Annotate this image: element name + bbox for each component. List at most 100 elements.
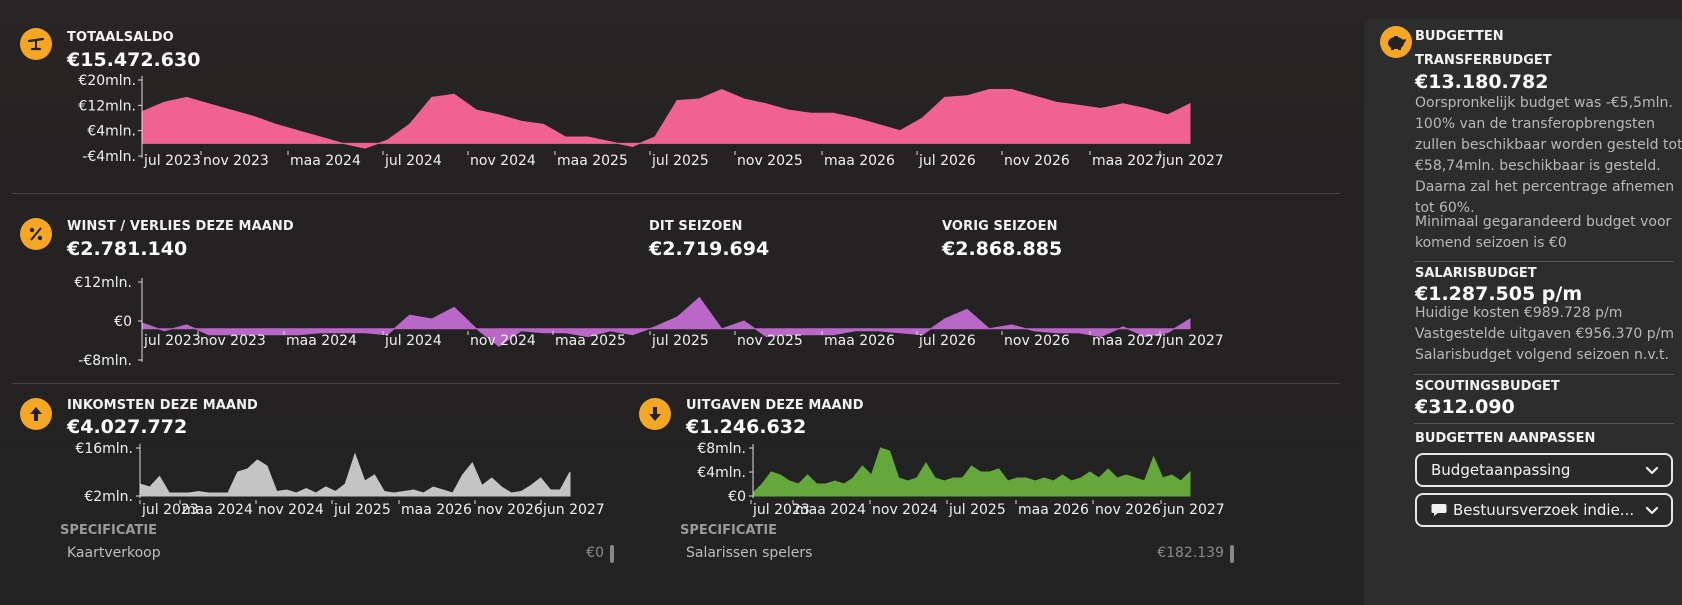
saldo-x-tick-label: nov 2024 (470, 153, 536, 169)
saldo-x-tick-label: jul 2026 (918, 153, 976, 169)
budgetaanpassing-dropdown[interactable]: Budgetaanpassing (1415, 453, 1673, 487)
winst-x-tick-label: jul 2026 (918, 333, 976, 349)
winst-x-tick-label: nov 2026 (1004, 333, 1070, 349)
totaalsaldo-value: €15.472.630 (67, 49, 201, 71)
inkomsten-spec-title: SPECIFICATIE (60, 523, 158, 538)
uitgaven-y-tick-label: €8mln. (697, 441, 746, 457)
salaris-line-2: Vastgestelde uitgaven €956.370 p/m (1415, 326, 1675, 342)
arrow-up-icon (20, 398, 52, 430)
inkomsten-x-tick-label: jun 2027 (542, 502, 605, 518)
scoutingsbudget-label: SCOUTINGSBUDGET (1415, 379, 1560, 394)
saldo-chart: €20mln.€12mln.€4mln.-€4mln. jul 2023 nov 2… (78, 73, 1224, 169)
winst-area (141, 296, 1191, 347)
winst-x-tick-label: maa 2027 (1092, 333, 1163, 349)
side-divider (1414, 261, 1674, 262)
inkomsten-value: €4.027.772 (67, 416, 188, 438)
saldo-area (141, 88, 1191, 149)
winst-x-tick-label: jun 2027 (1161, 333, 1224, 349)
winst-x-tick-label: nov 2025 (737, 333, 803, 349)
uitgaven-area (752, 447, 1191, 497)
winst-chart: €12mln. €0 -€8mln. jul 2023 nov 2023 maa 2024… (74, 275, 1224, 369)
finance-overview: TOTAALSALDO €15.472.630 €20mln. €12mln. €4… (12, 28, 1340, 563)
uitgaven-scrollbar[interactable] (1230, 545, 1234, 563)
winst-x-tick-label: jul 2025 (651, 333, 709, 349)
inkomsten-x-tick-label: jul 2025 (333, 502, 391, 518)
winst-y-tick-label: €12mln. (74, 275, 132, 291)
scoutingsbudget-value: €312.090 (1415, 396, 1515, 418)
transferbudget-value: €13.180.782 (1415, 71, 1549, 93)
inkomsten-y-tick-label: €2mln. (84, 489, 133, 505)
uitgaven-x-tick-label: nov 2024 (872, 502, 938, 518)
saldo-x-tick-label: maa 2026 (824, 153, 895, 169)
winst-x-tick-label: nov 2024 (470, 333, 536, 349)
winst-x-tick-label: maa 2026 (824, 333, 895, 349)
bestuursverzoek-dropdown[interactable]: Bestuursverzoek indie... (1415, 493, 1673, 527)
piggy-bank-icon (1380, 26, 1412, 58)
budgetten-title: BUDGETTEN (1415, 29, 1504, 44)
inkomsten-x-tick-label: nov 2024 (258, 502, 324, 518)
bestuursverzoek-dropdown-label: Bestuursverzoek indie... (1453, 501, 1635, 519)
saldo-x-tick-label: jul 2024 (384, 153, 442, 169)
uitgaven-x-tick-label: maa 2024 (795, 502, 866, 518)
winst-y-tick-label: €0 (114, 314, 132, 330)
inkomsten-x-tick-label: jul 2023 (141, 502, 199, 518)
winst-label: WINST / VERLIES DEZE MAAND (67, 219, 294, 234)
saldo-x-tick-label: jul 2023 (143, 153, 201, 169)
salarisbudget-label: SALARISBUDGET (1415, 266, 1537, 281)
budgetaanpassing-dropdown-label: Budgetaanpassing (1431, 461, 1571, 479)
speech-bubble-icon (1431, 504, 1447, 516)
uitgaven-x-tick-label: nov 2026 (1095, 502, 1161, 518)
inkomsten-spec-row-label[interactable]: Kaartverkoop (67, 545, 161, 561)
uitgaven-x-tick-label: maa 2026 (1018, 502, 1089, 518)
saldo-x-tick-label: nov 2026 (1004, 153, 1070, 169)
winst-x-tick-label: jul 2023 (143, 333, 201, 349)
winst-y-tick-label: -€8mln. (78, 353, 132, 369)
salaris-line-3: Salarisbudget volgend seizoen n.v.t. (1415, 347, 1669, 363)
inkomsten-area (139, 452, 571, 497)
winst-x-tick-label: maa 2024 (286, 333, 357, 349)
uitgaven-x-tick-label: jun 2027 (1162, 502, 1225, 518)
chevron-down-icon (1645, 466, 1659, 475)
transferbudget-text-2: 100% van de transferopbrengsten zullen b… (1415, 116, 1682, 216)
inkomsten-y-tick-label: €16mln. (75, 441, 133, 457)
side-divider (1414, 374, 1674, 375)
inkomsten-x-tick-label: maa 2024 (182, 502, 253, 518)
salaris-line-1: Huidige kosten €989.728 p/m (1415, 305, 1623, 321)
saldo-x-tick-label: jun 2027 (1161, 153, 1224, 169)
saldo-x-tick-label: nov 2025 (737, 153, 803, 169)
percent-icon (20, 218, 52, 250)
winst-x-tick-label: nov 2023 (200, 333, 266, 349)
inkomsten-spec-row-value: €0 (586, 545, 604, 561)
vorig-seizoen-value: €2.868.885 (942, 238, 1063, 260)
transferbudget-label: TRANSFERBUDGET (1415, 53, 1552, 68)
transferbudget-text-1: Oorspronkelijk budget was -€5,5mln. (1415, 95, 1673, 111)
chevron-down-icon (1645, 506, 1659, 515)
winst-value: €2.781.140 (67, 238, 188, 260)
section-divider (12, 193, 1340, 194)
uitgaven-y-tick-label: €0 (728, 489, 746, 505)
inkomsten-scrollbar[interactable] (610, 545, 614, 563)
totaalsaldo-label: TOTAALSALDO (67, 30, 174, 45)
dit-seizoen-label: DIT SEIZOEN (649, 219, 743, 234)
uitgaven-spec-row-label[interactable]: Salarissen spelers (686, 545, 813, 561)
scale-icon (20, 28, 52, 60)
transferbudget-text-3: Minimaal gegarandeerd budget voor komend… (1415, 214, 1672, 251)
dit-seizoen-value: €2.719.694 (649, 238, 770, 260)
saldo-x-tick-label: maa 2025 (557, 153, 628, 169)
saldo-x-tick-label: maa 2024 (290, 153, 361, 169)
side-divider (1414, 423, 1674, 424)
saldo-x-tick-label: maa 2027 (1092, 153, 1163, 169)
section-divider (12, 383, 1340, 384)
uitgaven-label: UITGAVEN DEZE MAAND (686, 398, 864, 413)
saldo-y-tick-label: -€4mln. (82, 149, 136, 165)
saldo-y-tick-label: €12mln. (78, 98, 136, 114)
budgetten-aanpassen-label: BUDGETTEN AANPASSEN (1415, 431, 1596, 446)
inkomsten-x-tick-label: maa 2026 (401, 502, 472, 518)
saldo-x-tick-label: jul 2025 (651, 153, 709, 169)
uitgaven-spec-title: SPECIFICATIE (680, 523, 778, 538)
uitgaven-spec-row-value: €182.139 (1157, 545, 1224, 561)
inkomsten-x-tick-label: nov 2026 (477, 502, 543, 518)
uitgaven-x-tick-label: jul 2025 (948, 502, 1006, 518)
